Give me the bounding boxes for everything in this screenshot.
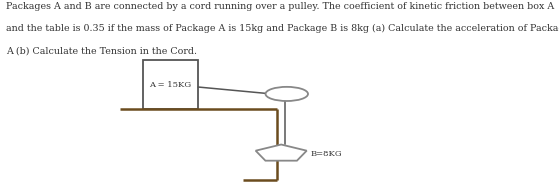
Text: B=8KG: B=8KG — [310, 150, 342, 158]
FancyBboxPatch shape — [143, 60, 198, 109]
Text: A (b) Calculate the Tension in the Cord.: A (b) Calculate the Tension in the Cord. — [6, 46, 197, 55]
Text: and the table is 0.35 if the mass of Package A is 15kg and Package B is 8kg (a) : and the table is 0.35 if the mass of Pac… — [6, 24, 559, 33]
Polygon shape — [255, 145, 307, 161]
Text: A = 15KG: A = 15KG — [149, 81, 192, 89]
Circle shape — [266, 87, 308, 101]
Text: Packages A and B are connected by a cord running over a pulley. The coefficient : Packages A and B are connected by a cord… — [6, 2, 554, 11]
